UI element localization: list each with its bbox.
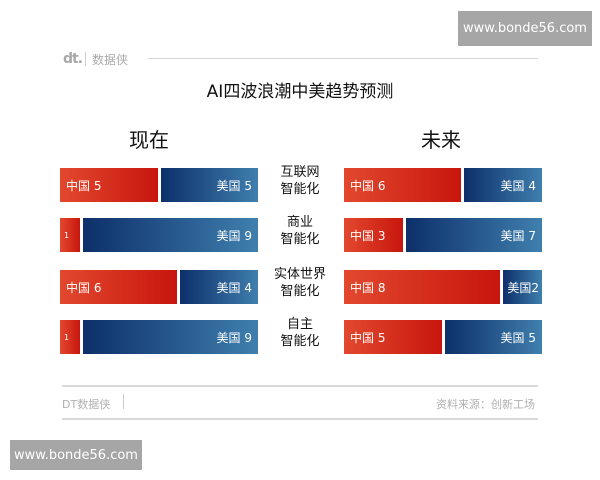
dt-logo: dt. [63,51,83,67]
bar-china: 1 [60,320,80,354]
category-label-line: 智能化 [280,232,320,247]
category-label-line: 智能化 [280,182,320,197]
footer-rule-top [62,385,538,387]
category-label-line: 实体世界 [273,267,326,282]
bar-usa: 美国2 [503,270,542,304]
bar-usa: 美国 9 [82,320,258,354]
bar-usa: 美国 5 [444,320,542,354]
panel-title-now: 现在 [129,128,169,152]
bar-china: 中国 8 [344,270,500,304]
footer-brand: DT数据侠 [62,398,111,411]
bar-china: 1 [60,218,80,252]
watermark-bottom: www.bonde56.com [10,440,142,470]
footer-source: 资料来源：创新工场 [436,398,535,411]
category-label-line: 互联网 [280,165,320,180]
category-label-line: 自主 [286,317,313,332]
category-label-line: 商业 [286,215,313,230]
logo-divider [85,52,86,66]
category-label: 商业 智能化 [250,214,350,248]
category-label-line: 智能化 [280,334,320,349]
bar-china: 中国 6 [60,270,177,304]
bar-usa: 美国 4 [180,270,258,304]
footer-rule-bottom [62,418,538,420]
bar-china: 中国 6 [344,168,461,202]
brand-name: 数据侠 [92,53,129,67]
bar-usa: 美国 7 [405,218,542,252]
bar-usa: 美国 9 [82,218,258,252]
category-label: 实体世界 智能化 [250,266,350,300]
panel-title-future: 未来 [421,128,461,152]
bar-china: 中国 5 [60,168,158,202]
header-rule [148,58,538,59]
bar-china: 中国 3 [344,218,403,252]
category-label-line: 智能化 [280,284,320,299]
category-label: 互联网 智能化 [250,164,350,198]
bar-usa: 美国 5 [160,168,258,202]
bar-china: 中国 5 [344,320,442,354]
footer-divider [123,394,124,409]
watermark-top: www.bonde56.com [458,11,592,46]
category-label: 自主 智能化 [250,316,350,350]
bar-usa: 美国 4 [464,168,542,202]
chart-title: AI四波浪潮中美趋势预测 [206,82,394,102]
